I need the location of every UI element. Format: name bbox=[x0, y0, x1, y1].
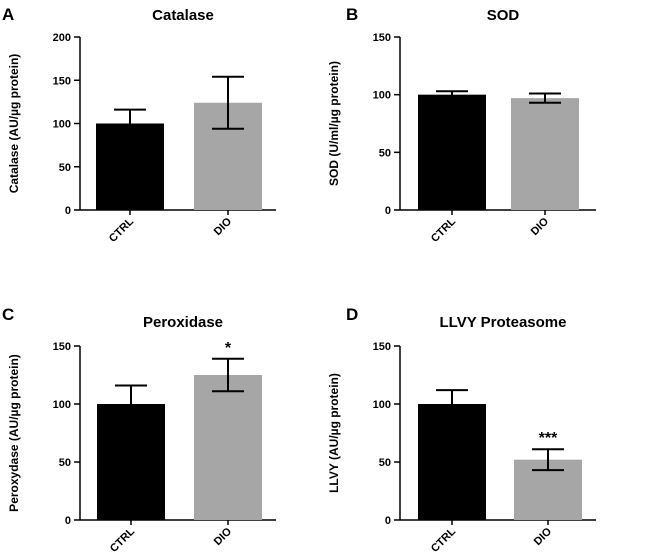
y-axis-label: SOD (U/ml/µg protein) bbox=[327, 61, 341, 186]
x-tick-label: DIO bbox=[529, 215, 552, 238]
panel-letter: C bbox=[2, 305, 14, 324]
y-tick-label: 100 bbox=[53, 399, 71, 411]
bar-ctrl bbox=[418, 94, 486, 210]
bar-ctrl bbox=[418, 404, 486, 520]
y-tick-label: 50 bbox=[379, 457, 391, 469]
x-tick-label: DIO bbox=[532, 525, 555, 548]
x-tick-label: CTRL bbox=[107, 215, 136, 244]
x-tick-label: DIO bbox=[212, 215, 235, 238]
y-tick-label: 150 bbox=[53, 75, 71, 87]
x-tick-label: CTRL bbox=[429, 215, 458, 244]
x-tick-label: DIO bbox=[212, 525, 235, 548]
bar-dio bbox=[511, 98, 579, 210]
chart-title: SOD bbox=[487, 7, 520, 24]
y-tick-label: 150 bbox=[53, 341, 71, 353]
chart-panel-a: A Catalase Catalase (AU/µg protein) 0 50 100 1… bbox=[2, 5, 276, 245]
chart-title: Catalase bbox=[152, 7, 214, 24]
significance-marker: *** bbox=[539, 430, 558, 447]
bar-dio bbox=[194, 375, 262, 520]
y-axis-label: Peroxydase (AU/µg protein) bbox=[7, 354, 21, 512]
chart-panel-c: C Peroxidase Peroxydase (AU/µg protein) 0 50… bbox=[2, 305, 276, 555]
y-axis-label: Catalase (AU/µg protein) bbox=[7, 54, 21, 194]
y-tick-label: 50 bbox=[379, 147, 391, 159]
y-tick-label: 0 bbox=[65, 515, 71, 527]
chart-panel-d: D LLVY Proteasome LLVY (AU/µg protein) 0 50 1… bbox=[327, 305, 596, 555]
panel-letter: D bbox=[346, 305, 358, 324]
chart-title: LLVY Proteasome bbox=[440, 314, 567, 331]
y-tick-label: 150 bbox=[373, 341, 391, 353]
y-tick-label: 150 bbox=[373, 32, 391, 44]
y-axis-label: LLVY (AU/µg protein) bbox=[327, 373, 341, 493]
x-tick-label: CTRL bbox=[108, 525, 137, 554]
y-tick-label: 50 bbox=[59, 457, 71, 469]
y-tick-label: 50 bbox=[59, 162, 71, 174]
y-tick-label: 200 bbox=[53, 32, 71, 44]
y-tick-label: 100 bbox=[373, 399, 391, 411]
panel-letter: A bbox=[2, 5, 14, 24]
panel-letter: B bbox=[346, 5, 358, 24]
y-tick-label: 100 bbox=[53, 119, 71, 131]
y-tick-label: 0 bbox=[65, 205, 71, 217]
x-tick-label: CTRL bbox=[429, 525, 458, 554]
chart-title: Peroxidase bbox=[143, 314, 223, 331]
y-tick-label: 100 bbox=[373, 90, 391, 102]
chart-panel-b: B SOD SOD (U/ml/µg protein) 0 50 100 150 CTRL DI… bbox=[327, 5, 596, 245]
significance-marker: * bbox=[225, 340, 232, 357]
y-tick-label: 0 bbox=[385, 205, 391, 217]
y-tick-label: 0 bbox=[385, 515, 391, 527]
